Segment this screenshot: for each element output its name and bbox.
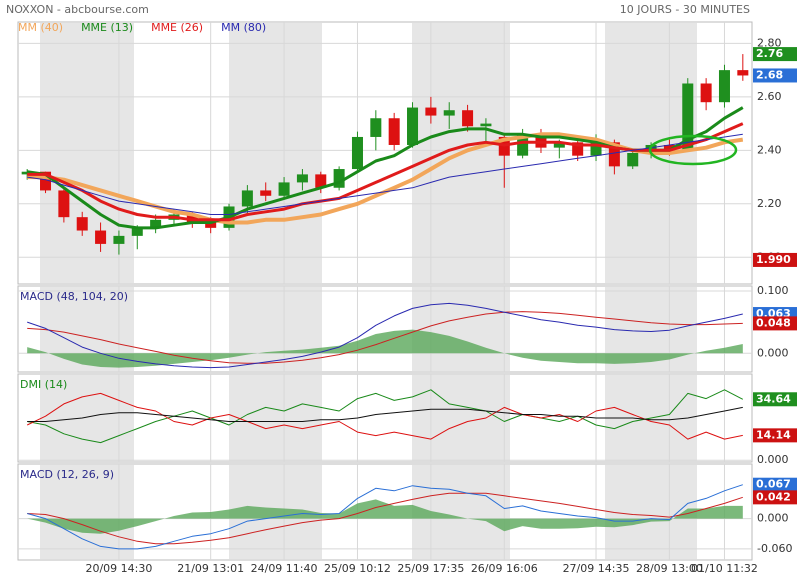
day-band (40, 23, 134, 283)
y-tick-label: -0.060 (757, 542, 792, 555)
candle-body (517, 134, 529, 156)
x-tick-label: 27/09 14:35 (563, 562, 630, 575)
y-tick-label: 0.000 (757, 512, 789, 525)
candle-body (113, 235, 125, 244)
indicator-line (26, 392, 743, 440)
indicator-line (27, 389, 744, 444)
candle-body (737, 70, 749, 76)
candle-body (131, 227, 143, 236)
candle-body (407, 107, 419, 145)
indicator-line (27, 311, 743, 364)
legend-entry: MM (40) (18, 21, 63, 34)
value-box (753, 392, 797, 407)
value-box (753, 428, 797, 443)
highlight-ellipse (648, 134, 738, 166)
day-band (412, 287, 510, 371)
value-box-label: 0.048 (756, 316, 791, 329)
candle-body (58, 190, 70, 218)
x-tick-label: 21/09 13:01 (177, 562, 244, 575)
indicator-line (27, 492, 743, 545)
day-band (40, 465, 134, 559)
candle-body (333, 169, 345, 188)
candle-body (296, 174, 308, 183)
candle-body (462, 110, 474, 127)
candle-body (425, 107, 437, 116)
value-box (753, 47, 797, 62)
day-band (229, 23, 322, 283)
x-tick-label: 01/10 11:32 (691, 562, 758, 575)
candle-body (241, 190, 253, 207)
value-box-label: 2.68 (756, 68, 783, 81)
x-tick-label: 24/09 11:40 (251, 562, 318, 575)
indicator-line (27, 302, 743, 369)
indicator-line (27, 484, 743, 550)
candle-body (315, 174, 327, 188)
panel-title: MACD (12, 26, 9) (20, 468, 114, 481)
day-band (412, 375, 510, 461)
candle-body (590, 142, 602, 156)
page-title: NOXXON - abcbourse.com (6, 3, 149, 16)
value-box (753, 252, 797, 267)
candle-body (370, 118, 382, 137)
candle-body (95, 230, 107, 244)
y-tick-label: 2.80 (757, 36, 782, 49)
x-tick-label: 25/09 10:12 (324, 562, 391, 575)
y-tick-label: 2.40 (757, 143, 782, 156)
value-box-label: 34.64 (756, 392, 791, 405)
histogram-area (27, 499, 743, 534)
candle-body (76, 217, 88, 231)
y-tick-label: 0.000 (757, 346, 789, 359)
value-box (753, 68, 797, 83)
x-tick-label: 28/09 13:00 (636, 562, 703, 575)
x-tick-label: 26/09 16:06 (471, 562, 538, 575)
value-box (753, 477, 797, 492)
candle-body (150, 219, 162, 228)
y-tick-label: 2.20 (757, 197, 782, 210)
indicator-line (27, 122, 744, 222)
value-box-label: 1.990 (756, 253, 791, 266)
candle-body (40, 171, 52, 191)
indicator-line (27, 406, 743, 422)
day-band (229, 287, 322, 371)
candle-body (663, 144, 675, 151)
value-box-label: 0.042 (756, 490, 791, 503)
value-box (753, 316, 797, 331)
candle-body (627, 153, 639, 167)
x-tick-label: 20/09 14:30 (85, 562, 152, 575)
candle-body (700, 83, 712, 103)
y-tick-label: 0.100 (757, 284, 789, 297)
value-box-label: 14.14 (756, 428, 791, 441)
panel-title: MACD (48, 104, 20) (20, 290, 128, 303)
day-band (605, 465, 697, 559)
day-band (229, 375, 322, 461)
histogram-area (27, 329, 743, 368)
candle-body (278, 182, 290, 196)
candle-body (443, 110, 455, 116)
candle-body (608, 142, 620, 167)
candle-body (553, 142, 565, 148)
y-tick-label: 0.000 (757, 453, 789, 466)
candle-body (351, 136, 363, 170)
y-tick-label: 2.60 (757, 90, 782, 103)
candle-body (388, 118, 400, 145)
value-box-label: 0.067 (756, 478, 791, 491)
day-band (40, 375, 134, 461)
candle-body (260, 190, 272, 196)
panel-title: DMI (14) (20, 378, 67, 391)
x-tick-label: 25/09 17:35 (397, 562, 464, 575)
candle-body (572, 142, 584, 156)
candle-body (682, 83, 694, 151)
value-box (753, 490, 797, 505)
period: 10 JOURS - 30 MINUTES (620, 3, 750, 16)
legend-entry: MM (80) (221, 21, 266, 34)
indicator-line (27, 133, 743, 215)
candle-body (718, 70, 730, 103)
value-box-label: 2.76 (756, 47, 783, 60)
legend-entry: MME (26) (151, 21, 203, 34)
legend-entry: MME (13) (81, 21, 133, 34)
candle-body (205, 222, 217, 228)
candle-body (480, 123, 492, 127)
